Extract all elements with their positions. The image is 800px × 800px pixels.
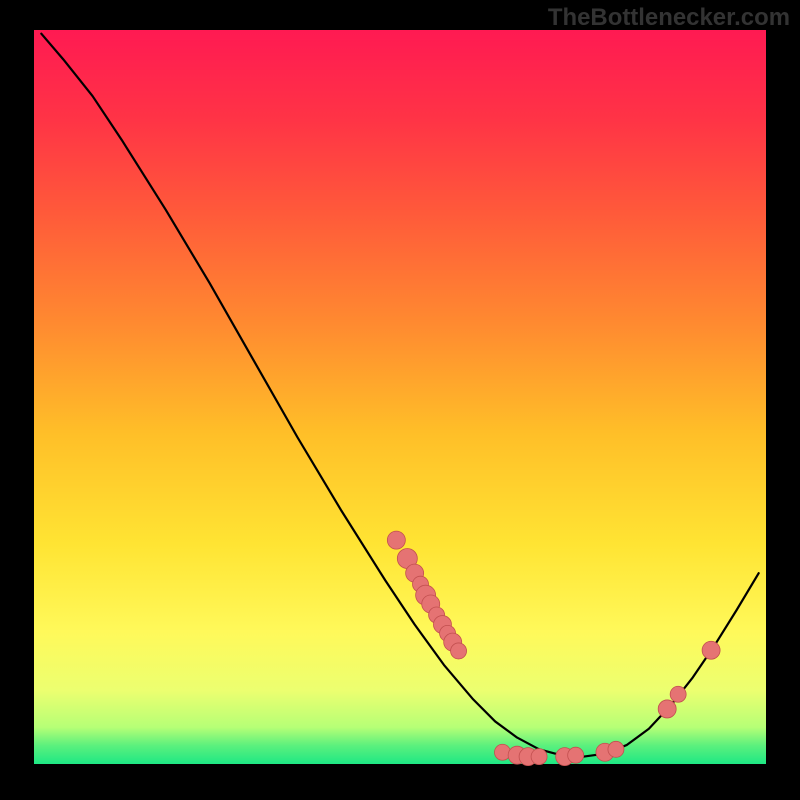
data-marker	[568, 747, 584, 763]
data-marker	[531, 749, 547, 765]
data-marker	[494, 744, 510, 760]
data-marker	[387, 531, 405, 549]
data-marker	[608, 741, 624, 757]
data-marker	[702, 641, 720, 659]
bottleneck-chart	[0, 0, 800, 800]
data-marker	[670, 686, 686, 702]
data-marker	[451, 643, 467, 659]
watermark-text: TheBottlenecker.com	[548, 4, 790, 32]
data-marker	[658, 700, 676, 718]
chart-plot-background	[34, 30, 766, 764]
